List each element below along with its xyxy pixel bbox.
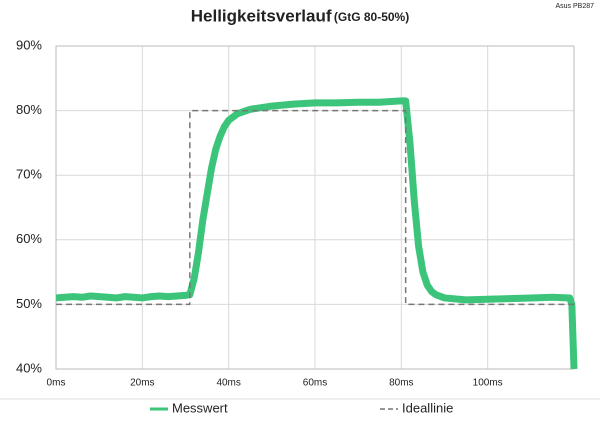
- y-tick-label: 80%: [16, 102, 42, 117]
- series-line: [55, 97, 578, 370]
- x-tick-label: 0ms: [47, 378, 66, 389]
- chart-subtitle: (GtG 80-50%): [334, 10, 409, 24]
- series-line: [56, 109, 574, 306]
- y-tick-label: 70%: [16, 167, 42, 182]
- x-tick-label: 60ms: [303, 378, 327, 389]
- annotation: Asus PB287: [555, 3, 594, 10]
- x-tick-label: 20ms: [130, 378, 154, 389]
- y-tick-label: 50%: [16, 296, 42, 311]
- legend-label: Messwert: [172, 400, 228, 415]
- legend-label: Ideallinie: [402, 400, 453, 415]
- plot-border: [55, 45, 575, 370]
- chart-title: Helligkeitsverlauf: [191, 6, 332, 25]
- x-tick-label: 40ms: [216, 378, 240, 389]
- y-tick-label: 40%: [16, 360, 42, 375]
- y-tick-label: 60%: [16, 231, 42, 246]
- x-tick-label: 80ms: [389, 378, 413, 389]
- y-tick-label: 90%: [16, 37, 42, 52]
- x-tick-label: 100ms: [473, 378, 503, 389]
